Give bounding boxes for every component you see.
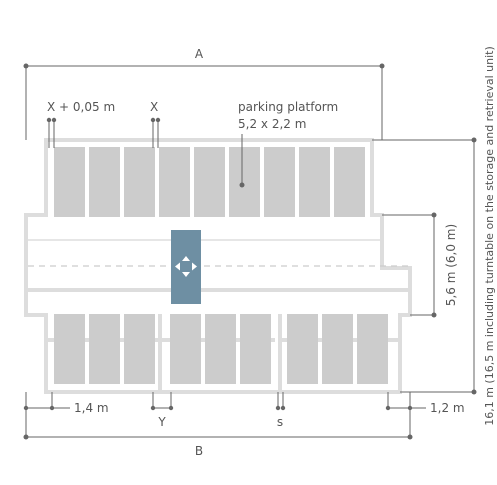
- parking-bay: [229, 147, 260, 217]
- parking-bay: [322, 314, 353, 384]
- parking-bay: [54, 147, 85, 217]
- parking-bay: [334, 147, 365, 217]
- bottom-frame: [44, 315, 402, 394]
- label-total-height: 16,1 m (16,5 m including turntable on th…: [483, 46, 496, 426]
- parking-bay: [89, 147, 120, 217]
- bottom-parking-row: [54, 314, 388, 384]
- drive-lane: [26, 239, 410, 291]
- parking-bay: [54, 314, 85, 384]
- label-y: Y: [157, 415, 166, 429]
- label-x-plus: X + 0,05 m: [47, 100, 115, 114]
- label-lane-height: 5,6 m (6,0 m): [444, 224, 458, 306]
- label-left-offset: 1,4 m: [74, 401, 109, 415]
- retrieval-unit-body: [171, 230, 201, 304]
- parking-bay: [124, 147, 155, 217]
- dimension-lane: 5,6 m (6,0 m): [382, 212, 458, 318]
- parking-bay: [240, 314, 271, 384]
- parking-bay: [170, 314, 201, 384]
- parking-bay: [357, 314, 388, 384]
- label-a: A: [195, 47, 204, 61]
- top-parking-row: [54, 147, 365, 217]
- label-x: X: [150, 100, 158, 114]
- label-platform-title: parking platform: [238, 100, 338, 114]
- parking-bay: [287, 314, 318, 384]
- label-right-offset: 1,2 m: [430, 401, 465, 415]
- label-platform-size: 5,2 x 2,2 m: [238, 117, 306, 131]
- dimension-left-offset: 1,4 m: [23, 392, 109, 415]
- dimension-total: 16,1 m (16,5 m including turntable on th…: [372, 46, 496, 426]
- dimension-y: Y: [150, 392, 174, 429]
- dimension-x-plus: X + 0,05 m: [46, 100, 115, 148]
- label-s: s: [277, 415, 283, 429]
- label-b: B: [195, 444, 203, 458]
- parking-bay: [89, 314, 120, 384]
- four-way-arrows-icon: [175, 256, 197, 277]
- parking-bay: [264, 147, 295, 217]
- retrieval-unit: [171, 230, 201, 304]
- parking-bay: [194, 147, 225, 217]
- parking-bay: [159, 147, 190, 217]
- parking-bay: [299, 147, 330, 217]
- platform-annotation: parking platform 5,2 x 2,2 m: [238, 100, 338, 188]
- top-frame: [44, 138, 374, 215]
- dimension-a: A: [23, 47, 385, 140]
- dimension-s: s: [275, 392, 286, 429]
- dimension-b: B: [23, 392, 413, 458]
- dimension-x: X: [150, 100, 161, 148]
- dimension-right-offset: 1,2 m: [385, 392, 465, 415]
- parking-bay: [124, 314, 155, 384]
- parking-bay: [205, 314, 236, 384]
